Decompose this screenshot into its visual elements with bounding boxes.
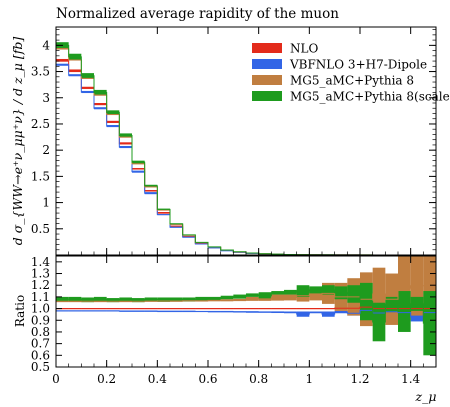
- xtick-label-3: 0.6: [198, 372, 217, 386]
- xtick-label-2: 0.4: [148, 372, 167, 386]
- legend-swatch-1: [252, 59, 282, 69]
- x-axis-label: z_μ: [415, 389, 437, 404]
- main-ytick-label-5: 3: [42, 91, 50, 105]
- main-ytick-label-4: 2.5: [31, 117, 50, 131]
- xtick-label-0: 0: [52, 372, 60, 386]
- chart-title: Normalized average rapidity of the muon: [56, 6, 339, 22]
- legend-swatch-2: [252, 75, 282, 85]
- main-ytick-label-0: 0.5: [31, 222, 50, 236]
- xtick-label-1: 0.2: [97, 372, 116, 386]
- xtick-label-7: 1.4: [401, 372, 420, 386]
- main-ytick-label-7: 4: [42, 38, 50, 52]
- xtick-label-6: 1.2: [350, 372, 369, 386]
- xtick-label-5: 1: [306, 372, 314, 386]
- ratio-bands: [56, 256, 436, 355]
- main-ytick-label-3: 2: [42, 143, 50, 157]
- legend-swatch-3: [252, 91, 282, 101]
- ratio-axis-label: Ratio: [13, 295, 27, 327]
- y-axis-label: d σ_{WW→e⁺ν_μμ⁺ν} / d z_μ [fb]: [10, 37, 25, 246]
- main-ytick-label-6: 3.5: [31, 65, 50, 79]
- legend-swatch-0: [252, 43, 282, 53]
- legend-label-2: MG5_aMC+Pythia 8: [290, 74, 414, 88]
- legend-label-3: MG5_aMC+Pythia 8(scale): [290, 90, 450, 104]
- legend: NLO VBFNLO 3+H7-Dipole MG5_aMC+Pythia 8 MG5…: [252, 42, 450, 104]
- xtick-label-4: 0.8: [249, 372, 268, 386]
- legend-label-1: VBFNLO 3+H7-Dipole: [289, 58, 427, 72]
- main-ytick-label-1: 1: [42, 196, 50, 210]
- legend-label-0: NLO: [290, 42, 318, 56]
- ratio-ytick-label-9: 1.4: [31, 255, 50, 269]
- main-ytick-label-2: 1.5: [31, 169, 50, 183]
